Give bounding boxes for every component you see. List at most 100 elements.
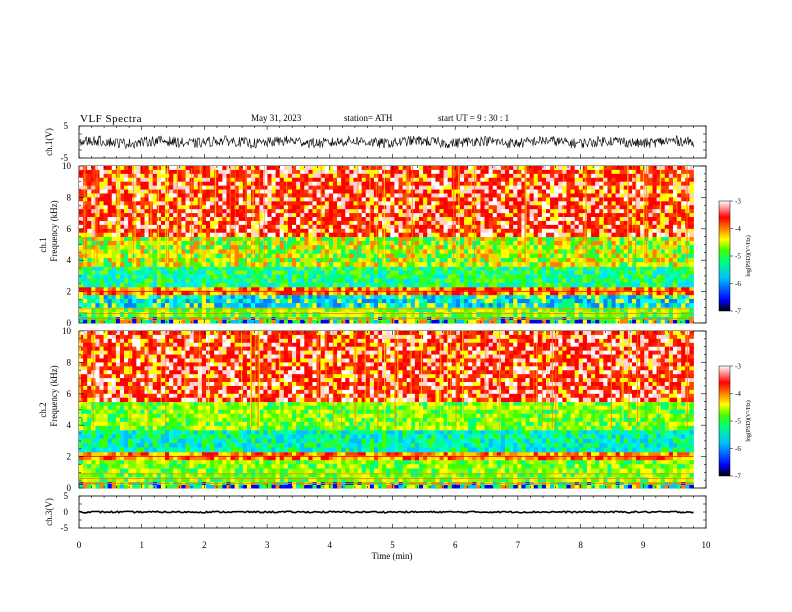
spectrogram-cell — [144, 294, 150, 300]
spectrogram-cell — [505, 245, 510, 250]
spectrogram-cell — [353, 290, 358, 296]
spectrogram-cell — [685, 290, 690, 296]
spectrogram-cell — [423, 209, 428, 214]
spectrogram-cell — [570, 319, 576, 324]
spectrogram-cell — [349, 266, 354, 271]
spectrogram-cell — [144, 220, 150, 226]
spectrogram-cell — [83, 193, 88, 198]
spectrogram-cell — [353, 220, 358, 226]
spectrogram-cell — [263, 278, 268, 284]
spectrogram-cell — [439, 294, 444, 300]
spectrogram-cell — [332, 257, 338, 263]
spectrogram-cell — [599, 278, 604, 284]
spectrogram-cell — [672, 298, 678, 304]
spectrogram-cell — [451, 274, 457, 280]
spectrogram-cell — [398, 290, 404, 296]
spectrogram-cell — [140, 181, 145, 187]
spectrogram-cell — [414, 201, 420, 206]
spectrogram-cell — [361, 286, 367, 292]
spectrogram-cell — [353, 169, 358, 175]
spectrogram-cell — [267, 217, 272, 222]
spectrogram-cell — [283, 266, 289, 271]
spectrogram-cell — [533, 319, 539, 324]
spectrogram-cell — [279, 303, 285, 308]
spectrogram-cell — [431, 270, 436, 276]
spectrogram-cell — [533, 274, 539, 280]
spectrogram-cell — [668, 274, 674, 280]
spectrogram-cell — [124, 197, 129, 202]
spectrogram-cell — [95, 266, 100, 271]
spectrogram-cell — [193, 173, 199, 179]
spectrogram-cell — [464, 166, 469, 171]
spectrogram-cell — [181, 303, 186, 308]
spectrogram-cell — [263, 245, 268, 250]
spectrogram-cell — [218, 166, 223, 171]
spectrogram-cell — [488, 245, 494, 250]
spectrogram-cell — [517, 249, 522, 255]
spectrogram-cell — [177, 262, 182, 267]
spectrogram-cell — [505, 270, 510, 276]
spectrogram-cell — [251, 307, 256, 313]
spectrogram-cell — [623, 303, 629, 308]
spectrogram-cell — [169, 262, 174, 267]
spectrogram-cell — [386, 294, 391, 300]
spectrogram-cell — [599, 290, 604, 296]
spectrogram-cell — [488, 232, 494, 238]
spectrogram-cell — [652, 303, 657, 308]
spectrogram-cell — [185, 169, 191, 175]
spectrogram-cell — [210, 201, 215, 206]
spectrogram-cell — [283, 181, 289, 187]
spectrogram-cell — [140, 177, 145, 183]
spectrogram-cell — [365, 205, 371, 210]
spectrogram-cell — [292, 169, 297, 175]
spectrogram-cell — [128, 169, 133, 175]
spectrogram-cell — [230, 197, 236, 202]
spectrogram-cell — [365, 286, 371, 292]
spectrogram-cell — [308, 201, 313, 206]
spectrogram-cell — [517, 236, 522, 242]
spectrogram-cell — [365, 240, 371, 246]
spectrogram-cell — [398, 278, 404, 284]
spectrogram-cell — [242, 181, 248, 187]
spectrogram-cell — [292, 298, 297, 304]
spectrogram-cell — [369, 209, 375, 214]
spectrogram-cell — [148, 266, 154, 271]
spectrogram-cell — [394, 224, 399, 230]
spectrogram-cell — [136, 213, 141, 218]
spectrogram-cell — [447, 217, 453, 222]
spectrogram-cell — [611, 307, 617, 313]
spectrogram-cell — [447, 294, 453, 300]
spectrogram-cell — [271, 220, 277, 226]
spectrogram-cell — [332, 298, 338, 304]
spectrogram-cell — [160, 249, 166, 255]
spectrogram-cell — [341, 201, 346, 206]
spectrogram-cell — [279, 201, 285, 206]
spectrogram-cell — [451, 266, 457, 271]
spectrogram-cell — [484, 217, 490, 222]
spectrogram-cell — [357, 177, 363, 183]
spectrogram-cell — [410, 278, 416, 284]
spectrogram-cell — [341, 220, 346, 226]
spectrogram-cell — [79, 307, 84, 313]
spectrogram-cell — [144, 177, 150, 183]
spectrogram-cell — [476, 228, 481, 234]
spectrogram-cell — [124, 257, 129, 263]
spectrogram-cell — [267, 312, 272, 318]
spectrogram-cell — [140, 213, 145, 218]
spectrogram-cell — [349, 181, 354, 187]
spectrogram-cell — [627, 278, 633, 284]
spectrogram-cell — [517, 257, 522, 263]
spectrogram-cell — [402, 220, 408, 226]
spectrogram-cell — [210, 298, 215, 304]
spectrogram-cell — [332, 177, 338, 183]
spectrogram-cell — [271, 224, 277, 230]
spectrogram-cell — [632, 298, 637, 304]
spectrogram-cell — [349, 278, 354, 284]
spectrogram-cell — [496, 262, 502, 267]
spectrogram-cell — [349, 253, 354, 259]
spectrogram-cell — [111, 294, 117, 300]
spectrogram-cell — [574, 262, 580, 267]
spectrogram-cell — [439, 270, 444, 276]
spectrogram-cell — [455, 274, 461, 280]
spectrogram-cell — [591, 278, 596, 284]
